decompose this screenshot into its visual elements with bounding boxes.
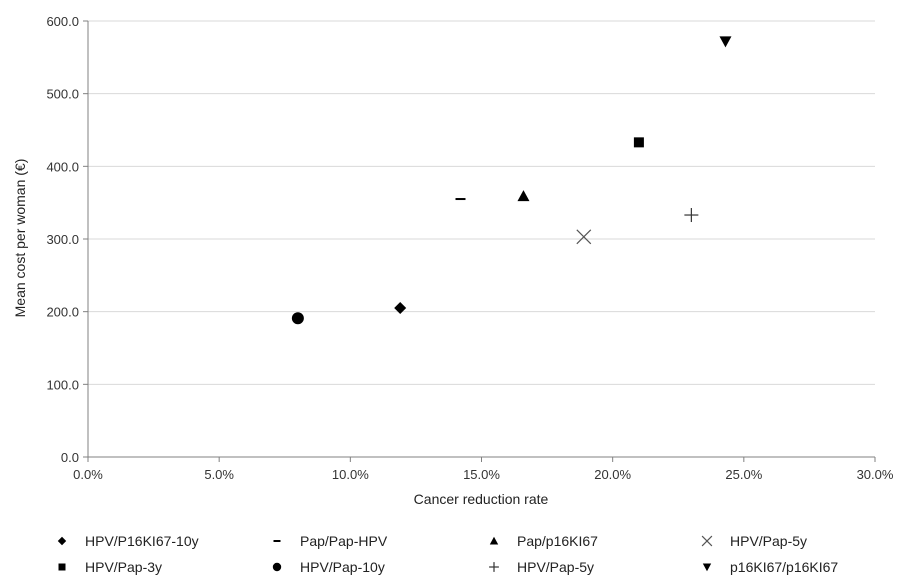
legend-item: p16KI67/p16KI67 [702,559,838,575]
legend-marker-triangle-up [489,536,499,545]
legend-marker-plus [489,562,499,572]
x-tick-label: 30.0% [857,467,894,482]
y-tick-label: 600.0 [46,14,79,29]
x-tick-label: 20.0% [594,467,631,482]
y-tick-label: 200.0 [46,305,79,320]
y-tick-labels: 0.0 100.0 200.0 300.0 400.0 500.0 600.0 [46,14,79,465]
legend: HPV/P16KI67-10y Pap/Pap-HPV Pap/p16KI67 HPV… [57,533,838,575]
legend-label: HPV/P16KI67-10y [85,533,199,549]
gridlines [88,20,875,385]
data-points [291,36,732,325]
x-tick-labels: 0.0% 5.0% 10.0% 15.0% 20.0% 25.0% 30.0% [73,467,894,482]
x-tick-label: 15.0% [463,467,500,482]
legend-marker-square [58,563,66,571]
legend-marker-triangle-down [702,563,712,572]
legend-marker-diamond [57,536,67,546]
y-tick-label: 400.0 [46,159,79,174]
y-tick-label: 300.0 [46,232,79,247]
data-point-x [576,229,592,245]
data-point-triangle-down [719,36,732,48]
x-tick-label: 5.0% [204,467,234,482]
legend-item: Pap/p16KI67 [489,533,598,549]
axes [83,20,876,462]
legend-marker-circle [272,562,282,572]
legend-item: HPV/Pap-5y [701,533,807,549]
legend-label: HPV/Pap-3y [85,559,162,575]
legend-item: HPV/Pap-10y [272,559,385,575]
data-point-circle [291,312,304,325]
x-tick-label: 25.0% [725,467,762,482]
legend-label: Pap/Pap-HPV [300,533,388,549]
data-point-diamond [394,302,407,315]
legend-label: HPV/Pap-10y [300,559,385,575]
legend-item: Pap/Pap-HPV [273,533,388,549]
data-point-triangle-up [517,190,530,202]
legend-item: HPV/Pap-3y [58,559,162,575]
y-tick-label: 100.0 [46,377,79,392]
legend-label: HPV/Pap-5y [730,533,807,549]
x-tick-label: 10.0% [332,467,369,482]
x-axis-title: Cancer reduction rate [414,491,549,507]
y-tick-label: 500.0 [46,87,79,102]
legend-label: Pap/p16KI67 [517,533,598,549]
legend-item: HPV/P16KI67-10y [57,533,199,549]
legend-marker-x [701,535,713,547]
legend-label: p16KI67/p16KI67 [730,559,838,575]
legend-item: HPV/Pap-5y [489,559,594,575]
x-tick-label: 0.0% [73,467,103,482]
y-tick-label: 0.0 [61,450,79,465]
y-axis-title: Mean cost per woman (€) [12,159,28,318]
data-point-plus [684,208,699,223]
data-point-square [633,137,644,148]
legend-label: HPV/Pap-5y [517,559,594,575]
